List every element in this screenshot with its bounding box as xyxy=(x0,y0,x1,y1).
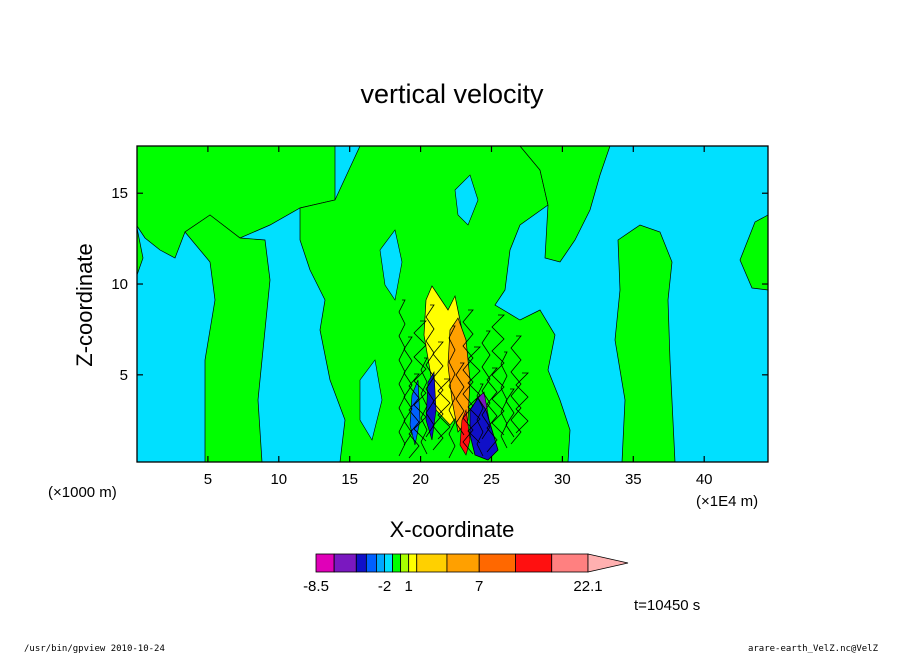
plot-frame xyxy=(136,145,769,463)
x-tick-label: 10 xyxy=(270,471,287,488)
contour-line xyxy=(413,320,427,442)
contour-line xyxy=(486,367,498,453)
time-label: t=10450 s xyxy=(634,597,700,614)
contour-line xyxy=(408,373,420,459)
colorbar-label: -2 xyxy=(378,578,391,595)
x-tick-label: 30 xyxy=(554,471,571,488)
colorbar-segment xyxy=(416,553,448,573)
x-tick-label: 20 xyxy=(412,471,429,488)
colorbar-segment xyxy=(515,553,553,573)
y-tick-label: 5 xyxy=(120,367,128,384)
contour-line xyxy=(437,378,451,440)
colorbar-segment xyxy=(400,553,410,573)
colorbar-label: 7 xyxy=(475,578,483,595)
contour-green-upper-right xyxy=(519,146,611,263)
x-tick-label: 40 xyxy=(696,471,713,488)
contour-line xyxy=(425,304,435,438)
dense-contour-lines xyxy=(398,299,529,459)
footer-left: /usr/bin/gpview 2010-10-24 xyxy=(24,644,165,654)
x-units-left: (×1000 m) xyxy=(48,484,117,501)
contour-line xyxy=(448,325,456,459)
x-axis-label: X-coordinate xyxy=(390,517,515,542)
y-axis: 5 10 15 xyxy=(111,185,768,384)
colorbar-segment xyxy=(392,553,402,573)
colorbar-segment xyxy=(365,553,377,573)
colorbar-segment xyxy=(376,553,385,573)
contour-line xyxy=(481,330,491,440)
contour-cyan-pocket-2 xyxy=(359,359,383,441)
colorbar-segment xyxy=(408,553,418,573)
y-tick-label: 15 xyxy=(111,185,128,202)
colorbar-segment xyxy=(384,553,393,573)
colorbar-label: -8.5 xyxy=(303,578,329,595)
colorbar: -8.5 -2 1 7 22.1 xyxy=(303,553,629,595)
x-units-right: (×1E4 m) xyxy=(696,493,758,510)
x-tick-label: 35 xyxy=(625,471,642,488)
colorbar-segment xyxy=(478,553,516,573)
contour-line xyxy=(403,336,413,446)
colorbar-segment xyxy=(446,553,480,573)
contour-line xyxy=(515,372,529,434)
colorbar-segment xyxy=(355,553,367,573)
contour-line xyxy=(467,346,481,444)
contour-line xyxy=(491,314,505,436)
colorbar-segment xyxy=(333,553,357,573)
contour-line xyxy=(432,341,444,451)
contour-line xyxy=(455,362,465,436)
plot-area xyxy=(136,145,769,463)
x-axis: 5 10 15 20 25 30 35 40 xyxy=(204,146,713,488)
colorbar-segment xyxy=(315,553,335,573)
contour-line xyxy=(476,383,484,457)
contour-line xyxy=(500,351,508,449)
contour-line xyxy=(420,357,428,455)
contour-green-far-right xyxy=(739,214,768,291)
colorbar-extension xyxy=(587,553,629,573)
x-tick-label: 5 xyxy=(204,471,212,488)
contour-line xyxy=(505,388,515,438)
x-tick-label: 25 xyxy=(483,471,500,488)
chart-title: vertical velocity xyxy=(360,79,544,109)
footer-right: arare-earth_VelZ.nc@VelZ xyxy=(748,644,879,654)
x-tick-label: 15 xyxy=(341,471,358,488)
contour-green-left-column xyxy=(184,214,271,462)
contour-green-right-column xyxy=(614,224,676,462)
contour-green-left-edge xyxy=(137,227,144,276)
colorbar-label: 1 xyxy=(405,578,413,595)
contour-cyan-pocket-3 xyxy=(454,174,479,226)
colorbar-label: 22.1 xyxy=(573,578,602,595)
contour-line xyxy=(510,335,522,445)
colorbar-segment xyxy=(551,553,589,573)
contour-cyan-pocket-1 xyxy=(379,229,403,301)
y-tick-label: 10 xyxy=(111,276,128,293)
y-axis-label: Z-coordinate xyxy=(72,243,97,367)
